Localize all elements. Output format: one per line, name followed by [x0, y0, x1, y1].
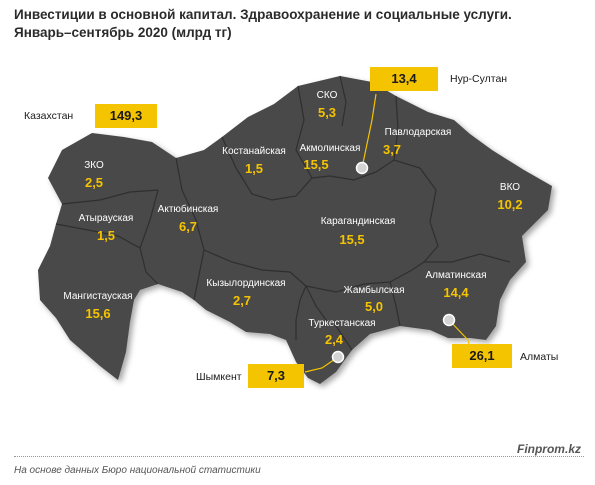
national-label: Казахстан: [24, 110, 74, 122]
region-name-turkestan: Туркестанская: [308, 318, 376, 329]
region-name-akmola: Акмолинская: [299, 143, 361, 154]
footer-divider: [14, 456, 584, 457]
region-name-zko: ЗКО: [84, 160, 104, 171]
region-name-atyrau: Атырауская: [78, 213, 134, 224]
region-name-pavlodar: Павлодарская: [384, 127, 452, 138]
region-value-karaganda: 15,5: [339, 232, 365, 247]
shymkent-label: Шымкент: [196, 371, 242, 383]
nursultan-label: Нур-Султан: [450, 73, 508, 85]
region-name-sko: СКО: [316, 90, 338, 101]
almaty-label: Алматы: [520, 351, 559, 363]
region-name-kyzylorda: Кызылординская: [206, 278, 286, 289]
region-name-almaty-region: Алматинская: [425, 270, 487, 281]
region-borders: [55, 75, 511, 351]
region-value-sko: 5,3: [317, 105, 337, 120]
region-name-mangistau: Мангистауская: [63, 291, 133, 302]
title-line-1: Инвестиции в основной капитал. Здравоохр…: [14, 7, 512, 22]
region-name-karaganda: Карагандинская: [320, 216, 396, 227]
region-value-turkestan: 2,4: [324, 332, 344, 347]
title-line-2: Январь–сентябрь 2020 (млрд тг): [14, 25, 232, 40]
region-name-zhambyl: Жамбылская: [343, 285, 405, 296]
region-name-aktobe: Актюбинская: [157, 204, 219, 215]
region-name-vko: ВКО: [499, 182, 521, 193]
region-value-atyrau: 1,5: [96, 228, 116, 243]
region-value-almaty-region: 14,4: [443, 285, 469, 300]
region-name-kostanay: Костанайская: [222, 146, 286, 157]
region-value-kyzylorda: 2,7: [232, 293, 252, 308]
almaty-value-box: 26,1: [452, 344, 512, 368]
region-value-vko: 10,2: [497, 197, 523, 212]
region-value-aktobe: 6,7: [178, 219, 198, 234]
region-value-kostanay: 1,5: [244, 161, 264, 176]
region-value-mangistau: 15,6: [85, 306, 111, 321]
national-value-box: 149,3: [95, 104, 157, 128]
source-note: На основе данных Бюро национальной стати…: [14, 465, 261, 476]
region-value-akmola: 15,5: [303, 157, 329, 172]
region-value-pavlodar: 3,7: [382, 142, 402, 157]
nursultan-value-box: 13,4: [370, 67, 438, 91]
chart-title: Инвестиции в основной капитал. Здравоохр…: [14, 6, 512, 42]
region-value-zko: 2,5: [84, 175, 104, 190]
region-value-zhambyl: 5,0: [364, 299, 384, 314]
country-outline: [38, 76, 552, 384]
brand-logo: Finprom.kz: [516, 442, 581, 456]
shymkent-value-box: 7,3: [248, 364, 304, 388]
